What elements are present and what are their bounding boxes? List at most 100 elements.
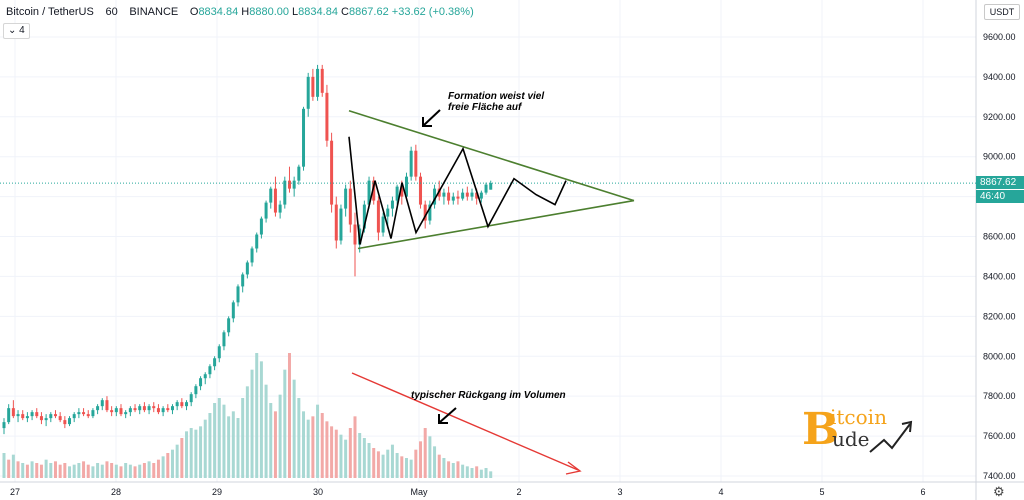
volume-bar [142, 463, 146, 478]
volume-bar [255, 353, 259, 478]
volume-bar [21, 463, 25, 478]
volume-bar [470, 468, 474, 478]
candle-body [386, 208, 390, 217]
volume-bar [82, 461, 86, 478]
candle-body [114, 408, 118, 413]
candle-body [461, 192, 465, 199]
candle-body [433, 188, 437, 205]
symbol-header[interactable]: Bitcoin / TetherUS 60 BINANCE O8834.84 H… [6, 6, 474, 18]
candle-body [25, 416, 29, 419]
candle-body [208, 366, 212, 375]
annotation-text: Formation weist viel [448, 91, 544, 102]
triangle-upper-line [348, 110, 635, 202]
candle-body [119, 408, 123, 415]
candle-body [348, 188, 352, 225]
volume-bar [231, 411, 235, 478]
interval-label[interactable]: 60 [105, 6, 118, 18]
candle-body [484, 184, 488, 193]
x-tick-label: 3 [617, 487, 622, 497]
candle-body [447, 192, 451, 201]
annotation-arrow [439, 407, 457, 423]
candle-body [44, 418, 48, 421]
candle-body [245, 262, 249, 275]
volume-trend-line [351, 372, 579, 471]
volume-bar [433, 446, 437, 478]
candle-body [189, 394, 193, 403]
volume-bar [306, 419, 310, 478]
last-price-tag: 8867.62 [976, 176, 1024, 190]
volume-bar [77, 463, 81, 478]
candle-body [227, 318, 231, 333]
candle-body [470, 192, 474, 197]
high-value: 8880.00 [249, 6, 289, 18]
candle-body [128, 408, 132, 413]
close-label: C [341, 6, 349, 18]
volume-bar [2, 453, 6, 478]
candle-body [451, 196, 455, 201]
candle-body [170, 406, 174, 411]
candle-body [306, 76, 310, 109]
volume-bar [292, 379, 296, 478]
volume-bar [358, 433, 362, 478]
volume-bar [147, 461, 151, 478]
volume-bar [170, 449, 174, 478]
volume-bar [330, 426, 334, 478]
volume-bar [339, 434, 343, 478]
volume-bar [437, 454, 441, 478]
candle-body [53, 414, 57, 417]
candle-body [292, 180, 296, 189]
candle-body [110, 410, 114, 413]
volume-bar [16, 461, 20, 478]
gear-icon[interactable]: ⚙ [993, 484, 1005, 499]
volume-bar [465, 466, 469, 478]
candle-body [283, 180, 287, 205]
candle-body [465, 192, 469, 197]
volume-bar [264, 384, 268, 478]
volume-bar [400, 456, 404, 478]
candle-body [82, 412, 86, 415]
low-label: L [292, 6, 299, 18]
volume-bar [423, 428, 427, 478]
volume-bar [245, 386, 249, 478]
volume-bar [166, 453, 170, 478]
volume-bar [58, 464, 62, 478]
annotation-text: typischer Rückgang im Volumen [411, 390, 566, 401]
candle-body [49, 414, 53, 419]
symbol-name[interactable]: Bitcoin / TetherUS [6, 6, 94, 18]
currency-label[interactable]: USDT [984, 4, 1020, 20]
volume-bar [376, 451, 380, 478]
y-tick-label: 9000.00 [983, 152, 1016, 162]
exchange-label: BINANCE [129, 6, 179, 18]
volume-bar [44, 459, 48, 478]
candle-body [16, 414, 20, 417]
volume-bar [133, 466, 137, 478]
candle-body [2, 422, 6, 429]
volume-bar [489, 471, 493, 478]
indicator-toggle[interactable]: ⌄ 4 [3, 23, 30, 39]
candle-body [133, 408, 137, 411]
x-tick-label: 2 [516, 487, 521, 497]
volume-bar [278, 394, 282, 478]
volume-bar [390, 444, 394, 478]
volume-bar [175, 444, 179, 478]
volume-bar [302, 411, 306, 478]
x-tick-label: May [410, 487, 428, 497]
candle-body [409, 150, 413, 177]
candle-body [236, 286, 240, 303]
candle-body [316, 68, 320, 97]
volume-bar [236, 418, 240, 478]
volume-bar [283, 369, 287, 478]
volume-bar [91, 466, 95, 478]
countdown-tag: 46:40 [976, 190, 1024, 204]
volume-bar [53, 461, 57, 478]
y-tick-label: 8600.00 [983, 232, 1016, 242]
volume-bar [353, 416, 357, 478]
volume-bar [152, 463, 156, 478]
candle-body [414, 150, 418, 177]
annotation-arrowhead [438, 414, 448, 424]
candle-body [222, 332, 226, 347]
volume-bar [409, 459, 413, 478]
volume-bar [203, 419, 207, 478]
volume-bar [320, 413, 324, 478]
